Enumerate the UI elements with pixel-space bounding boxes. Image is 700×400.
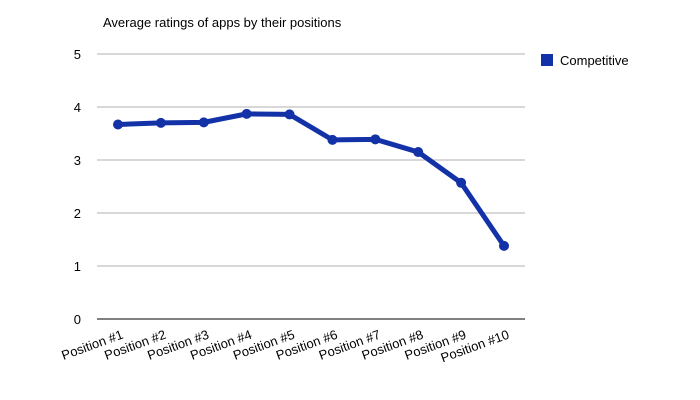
legend: Competitive — [541, 53, 629, 68]
data-point — [241, 108, 252, 119]
legend-label-competitive: Competitive — [560, 53, 629, 68]
series-line-competitive — [115, 111, 507, 249]
data-point — [113, 119, 123, 130]
y-tick-label: 4 — [74, 100, 81, 115]
chart-title: Average ratings of apps by their positio… — [103, 15, 342, 30]
data-point — [198, 117, 209, 128]
data-point — [370, 134, 381, 145]
data-point — [284, 109, 295, 120]
y-tick-label: 1 — [74, 259, 81, 274]
y-tick-label: 3 — [74, 153, 81, 168]
series-layer — [113, 108, 509, 251]
data-point — [499, 240, 509, 251]
y-tick-label: 0 — [74, 312, 81, 327]
gridlines — [97, 53, 525, 267]
data-point — [456, 177, 467, 188]
data-point — [155, 117, 166, 128]
legend-swatch-competitive — [541, 54, 553, 66]
data-point — [413, 147, 424, 158]
y-axis-ticks: 0 1 2 3 4 5 — [74, 47, 81, 327]
data-point — [327, 134, 338, 145]
y-tick-label: 2 — [74, 206, 81, 221]
y-tick-label: 5 — [74, 47, 81, 62]
